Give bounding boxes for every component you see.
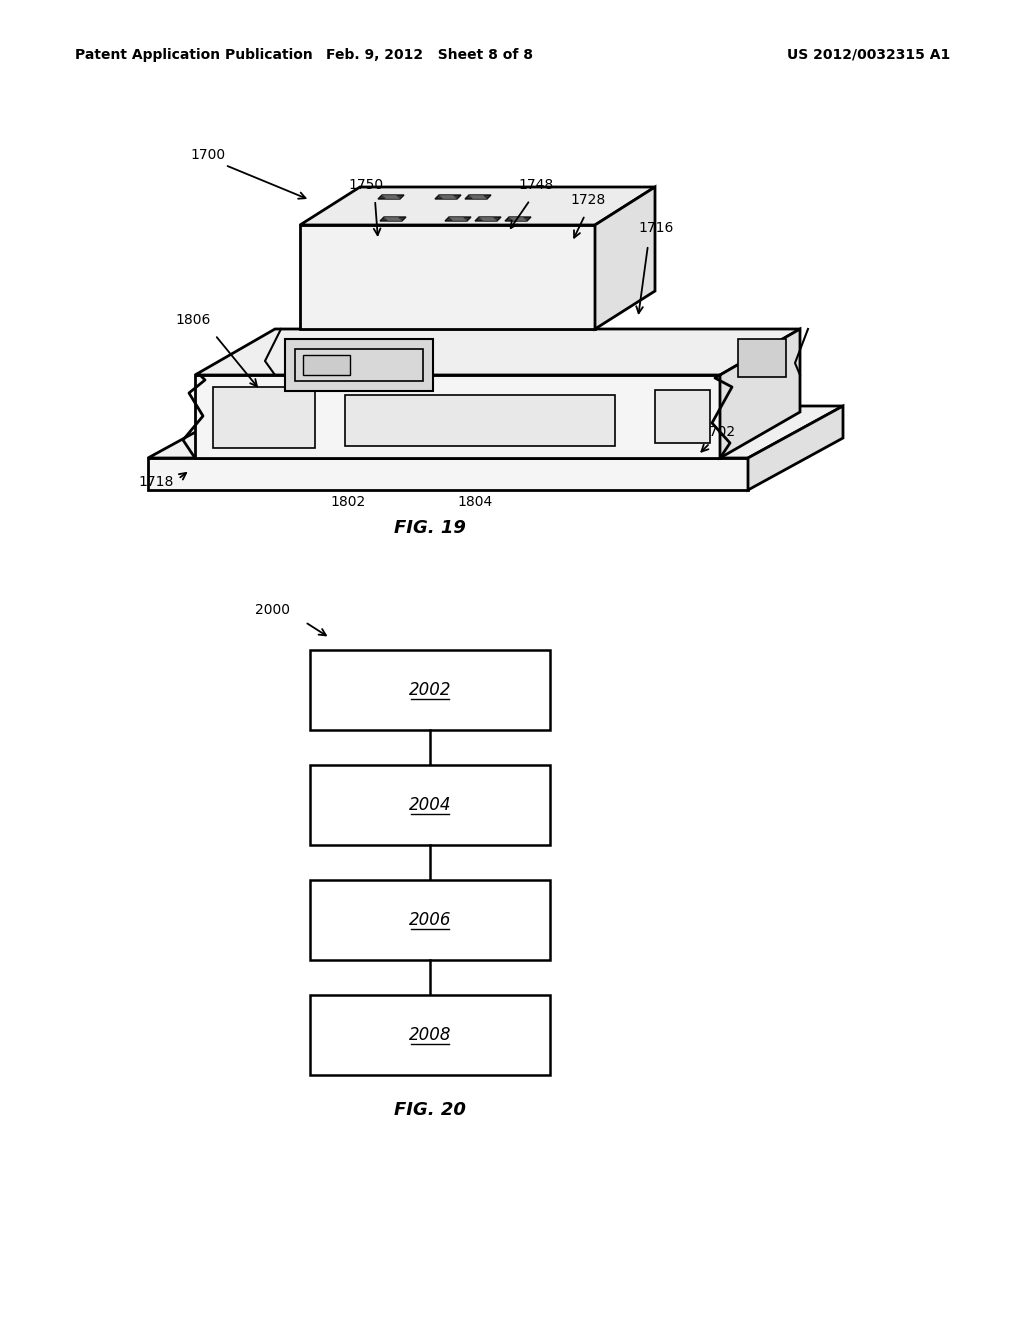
Polygon shape: [439, 195, 457, 199]
Polygon shape: [195, 329, 800, 375]
Text: US 2012/0032315 A1: US 2012/0032315 A1: [786, 48, 950, 62]
Text: 2002: 2002: [409, 681, 452, 700]
Polygon shape: [475, 216, 501, 220]
Polygon shape: [378, 195, 404, 199]
Polygon shape: [748, 407, 843, 490]
Polygon shape: [738, 339, 786, 378]
Text: FIG. 20: FIG. 20: [394, 1101, 466, 1119]
Polygon shape: [380, 216, 406, 220]
Polygon shape: [469, 195, 487, 199]
Polygon shape: [384, 216, 402, 220]
Text: 1748: 1748: [518, 178, 553, 191]
Polygon shape: [148, 458, 748, 490]
Text: 1718: 1718: [138, 475, 173, 488]
Polygon shape: [595, 187, 655, 329]
Polygon shape: [445, 216, 471, 220]
Polygon shape: [382, 195, 400, 199]
Polygon shape: [505, 216, 531, 220]
Text: 1702: 1702: [700, 425, 735, 440]
Polygon shape: [720, 329, 800, 458]
Bar: [310, 880, 550, 960]
Polygon shape: [213, 387, 315, 447]
Text: 2000: 2000: [255, 603, 290, 616]
Text: 1750: 1750: [348, 178, 383, 191]
Bar: [310, 649, 550, 730]
Polygon shape: [303, 355, 350, 375]
Text: Feb. 9, 2012   Sheet 8 of 8: Feb. 9, 2012 Sheet 8 of 8: [327, 48, 534, 62]
Text: 2004: 2004: [409, 796, 452, 814]
Polygon shape: [479, 216, 497, 220]
Text: 1806: 1806: [175, 313, 210, 327]
Polygon shape: [465, 195, 490, 199]
Text: Patent Application Publication: Patent Application Publication: [75, 48, 312, 62]
Polygon shape: [449, 216, 467, 220]
Polygon shape: [300, 224, 595, 329]
Text: FIG. 19: FIG. 19: [394, 519, 466, 537]
Polygon shape: [195, 375, 720, 458]
Text: 1700: 1700: [190, 148, 225, 162]
Polygon shape: [509, 216, 527, 220]
Polygon shape: [345, 395, 615, 446]
Polygon shape: [285, 339, 433, 391]
Text: 1728: 1728: [570, 193, 605, 207]
Bar: [310, 995, 550, 1074]
Text: 1716: 1716: [638, 220, 674, 235]
Text: 1802: 1802: [331, 495, 366, 510]
Polygon shape: [655, 389, 710, 444]
Text: 1804: 1804: [458, 495, 493, 510]
Polygon shape: [148, 407, 843, 458]
Text: 2006: 2006: [409, 911, 452, 929]
Polygon shape: [300, 187, 655, 224]
Bar: [310, 766, 550, 845]
Polygon shape: [435, 195, 461, 199]
Text: 2008: 2008: [409, 1026, 452, 1044]
